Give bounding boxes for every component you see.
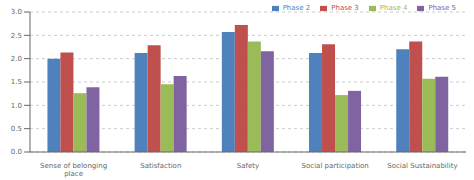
svg-text:0.0: 0.0 [11,148,22,156]
html-text:Phase 3: Phase 3 [331,4,359,12]
svg-text:Sense of belongingplace: Sense of belongingplace [40,162,107,178]
svg-text:Social Sustainability: Social Sustainability [387,162,457,170]
svg-text:Satisfaction: Satisfaction [140,162,181,170]
svg-text:2.5: 2.5 [11,32,22,40]
svg-text:2.0: 2.0 [11,55,22,63]
html-text:Phase 2: Phase 2 [282,4,311,12]
svg-text:0.5: 0.5 [11,125,22,133]
svg-text:Social participation: Social participation [302,162,369,170]
html-text:Phase 5: Phase 5 [428,4,456,12]
html-text:Phase 4: Phase 4 [379,4,408,12]
svg-text:1.0: 1.0 [11,102,22,110]
svg-text:3.0: 3.0 [11,8,22,16]
svg-text:1.5: 1.5 [11,78,22,86]
svg-text:Safety: Safety [237,162,259,170]
